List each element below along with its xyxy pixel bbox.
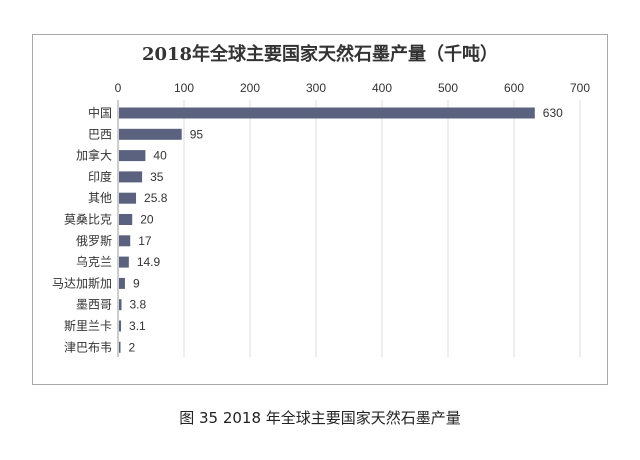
bar	[119, 235, 131, 247]
category-label: 印度	[88, 169, 112, 184]
category-label: 其他	[88, 191, 112, 205]
bar	[119, 277, 125, 289]
data-label: 40	[153, 149, 167, 163]
x-tick-label: 600	[504, 81, 524, 95]
category-label: 中国	[88, 105, 112, 120]
data-label: 3.8	[130, 298, 147, 312]
category-label: 津巴布韦	[64, 340, 112, 354]
data-label: 9	[133, 276, 140, 290]
x-tick-label: 200	[240, 81, 260, 95]
category-label: 马达加斯加	[52, 276, 112, 290]
data-label: 20	[140, 213, 154, 227]
chart-title: 2018年全球主要国家天然石墨产量（千吨）	[141, 44, 499, 65]
figure-caption: 图 35 2018 年全球主要国家天然石墨产量	[179, 409, 461, 427]
data-label: 3.1	[129, 319, 146, 333]
data-label: 17	[138, 234, 152, 248]
bar	[119, 107, 535, 119]
x-tick-label: 500	[438, 81, 458, 95]
data-label: 25.8	[144, 191, 168, 205]
bar	[119, 171, 143, 183]
bar	[119, 299, 122, 311]
bar	[119, 256, 129, 268]
data-label: 35	[150, 170, 164, 184]
x-tick-label: 0	[115, 81, 122, 95]
category-label: 乌克兰	[76, 254, 112, 269]
x-tick-label: 700	[570, 81, 590, 95]
data-label: 2	[129, 340, 136, 354]
bar	[119, 150, 146, 162]
bar	[119, 214, 133, 225]
category-label: 斯里兰卡	[64, 319, 112, 333]
bar	[119, 192, 137, 204]
chart-frame	[32, 34, 608, 385]
category-label: 墨西哥	[76, 298, 112, 312]
x-tick-label: 300	[306, 81, 326, 95]
data-label: 14.9	[137, 255, 161, 269]
x-tick-label: 400	[372, 81, 392, 95]
category-label: 加拿大	[76, 148, 112, 163]
category-label: 巴西	[88, 127, 112, 141]
data-label: 95	[190, 127, 204, 141]
category-label: 俄罗斯	[76, 234, 112, 248]
data-label: 630	[543, 106, 563, 120]
bar	[119, 320, 122, 332]
bar	[119, 128, 182, 140]
x-tick-label: 100	[174, 81, 194, 95]
bar	[119, 341, 121, 353]
category-label: 莫桑比克	[64, 213, 112, 227]
